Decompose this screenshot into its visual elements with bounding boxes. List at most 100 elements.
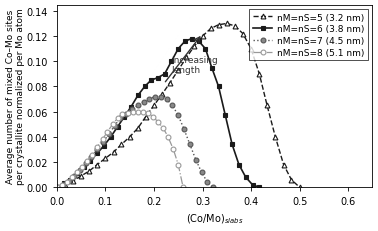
- nM=nS=7 (4.5 nm): [84, 162, 88, 165]
- nM=nS=6 (3.8 nm): [143, 86, 147, 88]
- nM=nS=6 (3.8 nm): [95, 152, 99, 155]
- nM=nS=8 (5.1 nm): [176, 164, 181, 166]
- nM=nS=8 (5.1 nm): [100, 138, 105, 141]
- nM=nS=6 (3.8 nm): [149, 79, 153, 82]
- nM=nS=5 (3.2 nm): [136, 127, 140, 130]
- nM=nS=7 (4.5 nm): [78, 168, 82, 171]
- nM=nS=5 (3.2 nm): [225, 23, 229, 26]
- nM=nS=8 (5.1 nm): [110, 123, 115, 126]
- nM=nS=7 (4.5 nm): [130, 108, 135, 111]
- nM=nS=8 (5.1 nm): [136, 111, 140, 114]
- nM=nS=8 (5.1 nm): [161, 127, 166, 130]
- nM=nS=6 (3.8 nm): [156, 77, 160, 80]
- nM=nS=6 (3.8 nm): [82, 166, 86, 169]
- nM=nS=8 (5.1 nm): [156, 121, 160, 124]
- nM=nS=5 (3.2 nm): [216, 24, 221, 27]
- nM=nS=5 (3.2 nm): [112, 151, 116, 154]
- nM=nS=6 (3.8 nm): [216, 86, 221, 88]
- nM=nS=7 (4.5 nm): [72, 175, 77, 178]
- nM=nS=5 (3.2 nm): [233, 25, 237, 28]
- nM=nS=7 (4.5 nm): [194, 158, 198, 161]
- nM=nS=7 (4.5 nm): [66, 180, 71, 182]
- nM=nS=5 (3.2 nm): [152, 104, 156, 107]
- nM=nS=7 (4.5 nm): [205, 181, 210, 184]
- nM=nS=6 (3.8 nm): [122, 116, 127, 119]
- nM=nS=8 (5.1 nm): [125, 112, 130, 115]
- nM=nS=5 (3.2 nm): [168, 82, 172, 85]
- nM=nS=8 (5.1 nm): [130, 111, 135, 114]
- nM=nS=7 (4.5 nm): [101, 141, 105, 144]
- nM=nS=8 (5.1 nm): [181, 186, 185, 189]
- nM=nS=5 (3.2 nm): [257, 73, 262, 76]
- nM=nS=7 (4.5 nm): [158, 96, 163, 98]
- Y-axis label: Average number of mixed Co–Mo sites
per crystallite normalized per Mo atom: Average number of mixed Co–Mo sites per …: [6, 9, 25, 185]
- nM=nS=5 (3.2 nm): [79, 175, 84, 178]
- nM=nS=6 (3.8 nm): [163, 73, 167, 76]
- nM=nS=8 (5.1 nm): [95, 146, 99, 149]
- nM=nS=7 (4.5 nm): [112, 125, 117, 127]
- nM=nS=8 (5.1 nm): [166, 136, 170, 139]
- nM=nS=8 (5.1 nm): [105, 131, 110, 134]
- nM=nS=5 (3.2 nm): [127, 136, 132, 139]
- nM=nS=5 (3.2 nm): [265, 104, 270, 107]
- nM=nS=8 (5.1 nm): [120, 113, 125, 116]
- nM=nS=7 (4.5 nm): [187, 143, 192, 146]
- nM=nS=6 (3.8 nm): [129, 106, 133, 109]
- nM=nS=6 (3.8 nm): [209, 67, 214, 70]
- nM=nS=7 (4.5 nm): [107, 133, 111, 136]
- nM=nS=5 (3.2 nm): [103, 157, 108, 160]
- X-axis label: (Co/Mo)$_{slabs}$: (Co/Mo)$_{slabs}$: [186, 212, 243, 225]
- nM=nS=6 (3.8 nm): [176, 48, 181, 51]
- nM=nS=7 (4.5 nm): [54, 186, 59, 189]
- nM=nS=7 (4.5 nm): [153, 96, 157, 98]
- nM=nS=8 (5.1 nm): [151, 116, 155, 119]
- nM=nS=5 (3.2 nm): [200, 36, 205, 38]
- nM=nS=5 (3.2 nm): [240, 33, 245, 36]
- nM=nS=6 (3.8 nm): [237, 164, 241, 166]
- nM=nS=6 (3.8 nm): [183, 40, 187, 43]
- nM=nS=7 (4.5 nm): [147, 98, 151, 101]
- nM=nS=6 (3.8 nm): [230, 143, 234, 146]
- nM=nS=5 (3.2 nm): [54, 186, 59, 189]
- nM=nS=6 (3.8 nm): [54, 186, 59, 189]
- nM=nS=7 (4.5 nm): [136, 104, 140, 107]
- nM=nS=6 (3.8 nm): [203, 48, 208, 51]
- nM=nS=6 (3.8 nm): [75, 172, 79, 175]
- nM=nS=6 (3.8 nm): [108, 136, 113, 139]
- nM=nS=7 (4.5 nm): [176, 115, 181, 117]
- nM=nS=8 (5.1 nm): [115, 117, 120, 120]
- nM=nS=7 (4.5 nm): [60, 184, 65, 186]
- Legend: nM=nS=5 (3.2 nm), nM=nS=6 (3.8 nm), nM=nS=7 (4.5 nm), nM=nS=8 (5.1 nm): nM=nS=5 (3.2 nm), nM=nS=6 (3.8 nm), nM=n…: [249, 10, 368, 61]
- nM=nS=5 (3.2 nm): [192, 46, 197, 48]
- nM=nS=8 (5.1 nm): [65, 181, 69, 184]
- nM=nS=7 (4.5 nm): [170, 104, 175, 107]
- nM=nS=6 (3.8 nm): [190, 38, 194, 41]
- nM=nS=6 (3.8 nm): [196, 40, 201, 43]
- nM=nS=5 (3.2 nm): [63, 184, 67, 186]
- nM=nS=6 (3.8 nm): [88, 160, 93, 162]
- nM=nS=6 (3.8 nm): [257, 186, 262, 189]
- nM=nS=7 (4.5 nm): [182, 128, 186, 131]
- nM=nS=7 (4.5 nm): [95, 149, 99, 151]
- nM=nS=8 (5.1 nm): [75, 171, 79, 174]
- Line: nM=nS=7 (4.5 nm): nM=nS=7 (4.5 nm): [54, 95, 215, 190]
- nM=nS=8 (5.1 nm): [141, 111, 145, 114]
- nM=nS=5 (3.2 nm): [289, 179, 294, 181]
- nM=nS=5 (3.2 nm): [176, 69, 181, 72]
- nM=nS=5 (3.2 nm): [143, 116, 148, 119]
- nM=nS=8 (5.1 nm): [85, 160, 90, 162]
- nM=nS=5 (3.2 nm): [281, 164, 286, 166]
- nM=nS=5 (3.2 nm): [297, 186, 302, 189]
- nM=nS=6 (3.8 nm): [61, 182, 66, 185]
- nM=nS=5 (3.2 nm): [160, 93, 164, 96]
- nM=nS=6 (3.8 nm): [223, 115, 228, 117]
- nM=nS=7 (4.5 nm): [164, 98, 169, 101]
- Line: nM=nS=6 (3.8 nm): nM=nS=6 (3.8 nm): [54, 37, 262, 190]
- nM=nS=5 (3.2 nm): [71, 180, 75, 182]
- nM=nS=7 (4.5 nm): [124, 113, 129, 116]
- nM=nS=7 (4.5 nm): [118, 117, 123, 120]
- nM=nS=8 (5.1 nm): [70, 176, 74, 179]
- nM=nS=5 (3.2 nm): [249, 48, 253, 51]
- nM=nS=8 (5.1 nm): [90, 153, 94, 156]
- nM=nS=6 (3.8 nm): [243, 176, 248, 179]
